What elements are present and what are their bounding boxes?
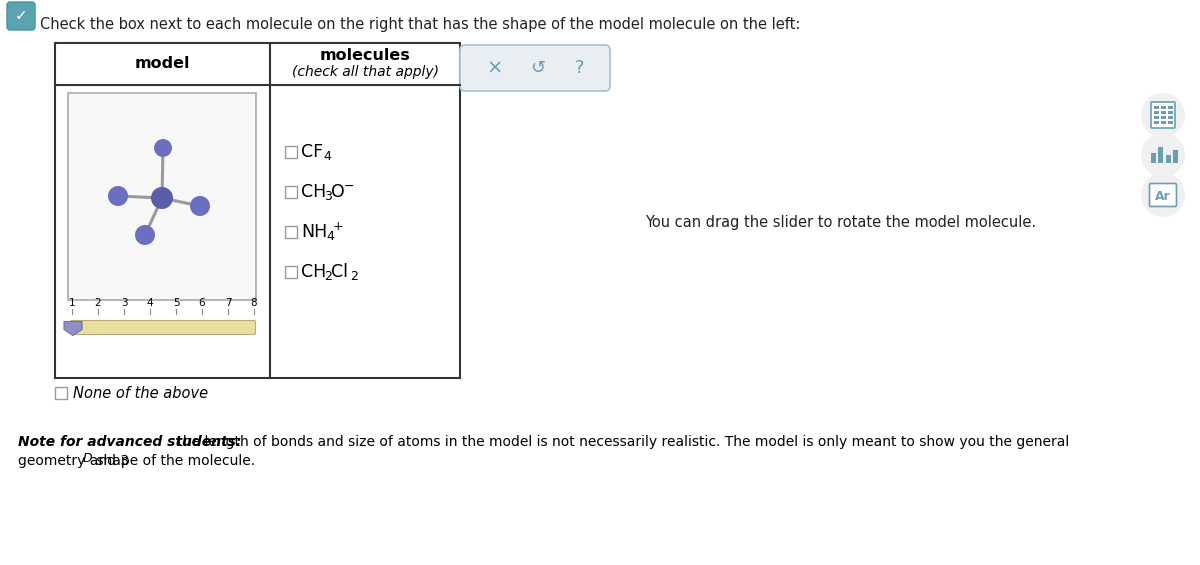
Bar xyxy=(1151,153,1156,163)
Circle shape xyxy=(1141,173,1186,217)
Text: 4: 4 xyxy=(146,298,154,308)
Text: None of the above: None of the above xyxy=(73,385,208,401)
FancyBboxPatch shape xyxy=(1150,184,1176,206)
Circle shape xyxy=(1141,93,1186,137)
Bar xyxy=(1162,111,1166,114)
Circle shape xyxy=(108,186,128,206)
Bar xyxy=(1168,116,1174,119)
Bar xyxy=(1168,121,1174,124)
Text: CH: CH xyxy=(301,263,326,281)
Text: 3: 3 xyxy=(324,190,332,203)
Circle shape xyxy=(190,196,210,216)
Circle shape xyxy=(154,139,172,157)
Text: −: − xyxy=(344,180,354,193)
Bar xyxy=(286,266,298,278)
Text: You can drag the slider to rotate the model molecule.: You can drag the slider to rotate the mo… xyxy=(646,215,1036,229)
Text: 8: 8 xyxy=(251,298,257,308)
Bar xyxy=(1154,106,1159,109)
Circle shape xyxy=(134,225,155,245)
Bar xyxy=(286,186,298,198)
Bar xyxy=(1158,147,1163,163)
Text: shape of the molecule.: shape of the molecule. xyxy=(92,454,256,468)
Text: 2: 2 xyxy=(324,271,332,284)
Polygon shape xyxy=(64,321,82,336)
Text: Note for advanced students:: Note for advanced students: xyxy=(18,435,241,449)
Bar xyxy=(1166,155,1171,163)
Text: (check all that apply): (check all that apply) xyxy=(292,65,438,79)
FancyBboxPatch shape xyxy=(1151,102,1175,128)
Text: 2: 2 xyxy=(95,298,101,308)
Text: 4: 4 xyxy=(326,231,334,244)
Text: CF: CF xyxy=(301,143,323,161)
Bar xyxy=(1154,116,1159,119)
Bar xyxy=(1154,121,1159,124)
Text: Cl: Cl xyxy=(331,263,348,281)
Text: Check the box next to each molecule on the right that has the shape of the model: Check the box next to each molecule on t… xyxy=(40,17,800,32)
Circle shape xyxy=(1141,133,1186,177)
Text: O: O xyxy=(331,183,344,201)
Text: geometry and 3: geometry and 3 xyxy=(18,454,130,468)
Text: CH: CH xyxy=(301,183,326,201)
Bar xyxy=(1168,106,1174,109)
Text: ↺: ↺ xyxy=(530,59,546,77)
FancyBboxPatch shape xyxy=(460,45,610,91)
Text: the length of bonds and size of atoms in the model is not necessarily realistic.: the length of bonds and size of atoms in… xyxy=(173,435,1069,449)
Text: ·: · xyxy=(1154,187,1157,196)
Text: 1: 1 xyxy=(68,298,76,308)
Bar xyxy=(55,43,460,378)
Bar xyxy=(286,146,298,158)
Bar xyxy=(286,226,298,238)
Bar xyxy=(1162,106,1166,109)
Text: 7: 7 xyxy=(224,298,232,308)
Text: ×: × xyxy=(487,59,503,77)
Text: 2: 2 xyxy=(350,271,358,284)
FancyBboxPatch shape xyxy=(71,320,256,334)
Bar xyxy=(55,387,67,399)
Text: ✓: ✓ xyxy=(14,8,28,24)
Text: 6: 6 xyxy=(199,298,205,308)
Bar xyxy=(1162,121,1166,124)
Text: model: model xyxy=(134,56,191,72)
Bar xyxy=(1162,116,1166,119)
Bar xyxy=(1168,111,1174,114)
Bar xyxy=(1174,150,1178,163)
Text: 5: 5 xyxy=(173,298,179,308)
Text: 3: 3 xyxy=(121,298,127,308)
Text: ?: ? xyxy=(575,59,584,77)
Bar xyxy=(68,93,256,300)
Circle shape xyxy=(151,187,173,209)
Text: Ar: Ar xyxy=(1156,189,1171,202)
Text: +: + xyxy=(334,219,343,233)
FancyBboxPatch shape xyxy=(7,2,35,30)
Text: D: D xyxy=(83,452,92,465)
Text: molecules: molecules xyxy=(319,49,410,63)
Text: 4: 4 xyxy=(323,150,331,163)
Bar xyxy=(1154,111,1159,114)
Text: NH: NH xyxy=(301,223,328,241)
